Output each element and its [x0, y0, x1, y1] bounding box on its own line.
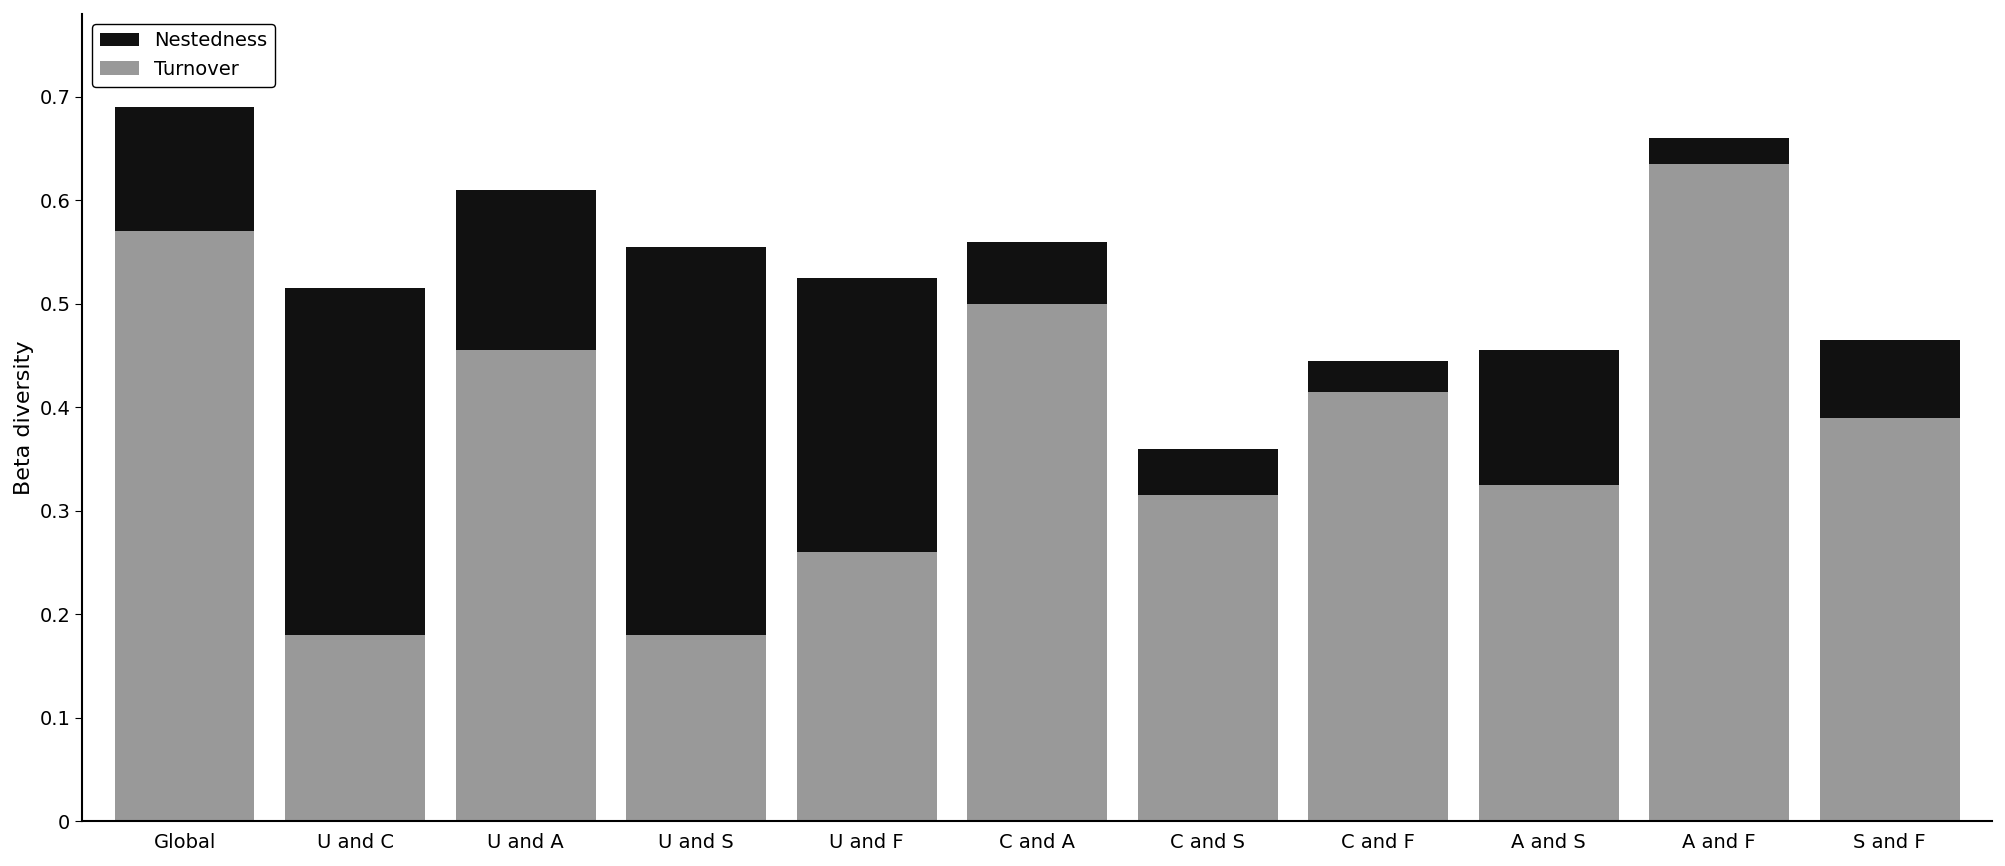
Bar [1648, 164, 1788, 821]
Bar [1137, 449, 1277, 495]
Bar [285, 635, 425, 821]
Bar [1307, 391, 1448, 821]
Bar [1478, 485, 1618, 821]
Bar [1478, 351, 1618, 485]
Y-axis label: Beta diversity: Beta diversity [14, 340, 34, 494]
Bar [1307, 360, 1448, 391]
Bar [455, 190, 595, 351]
Bar [1819, 340, 1959, 417]
Bar [114, 107, 255, 231]
Bar [966, 242, 1107, 304]
Bar [1648, 138, 1788, 164]
Bar [796, 553, 936, 821]
Bar [626, 247, 766, 635]
Legend: Nestedness, Turnover: Nestedness, Turnover [92, 23, 275, 87]
Bar [285, 288, 425, 635]
Bar [626, 635, 766, 821]
Bar [114, 231, 255, 821]
Bar [1137, 495, 1277, 821]
Bar [1819, 417, 1959, 821]
Bar [455, 351, 595, 821]
Bar [966, 304, 1107, 821]
Bar [796, 278, 936, 553]
